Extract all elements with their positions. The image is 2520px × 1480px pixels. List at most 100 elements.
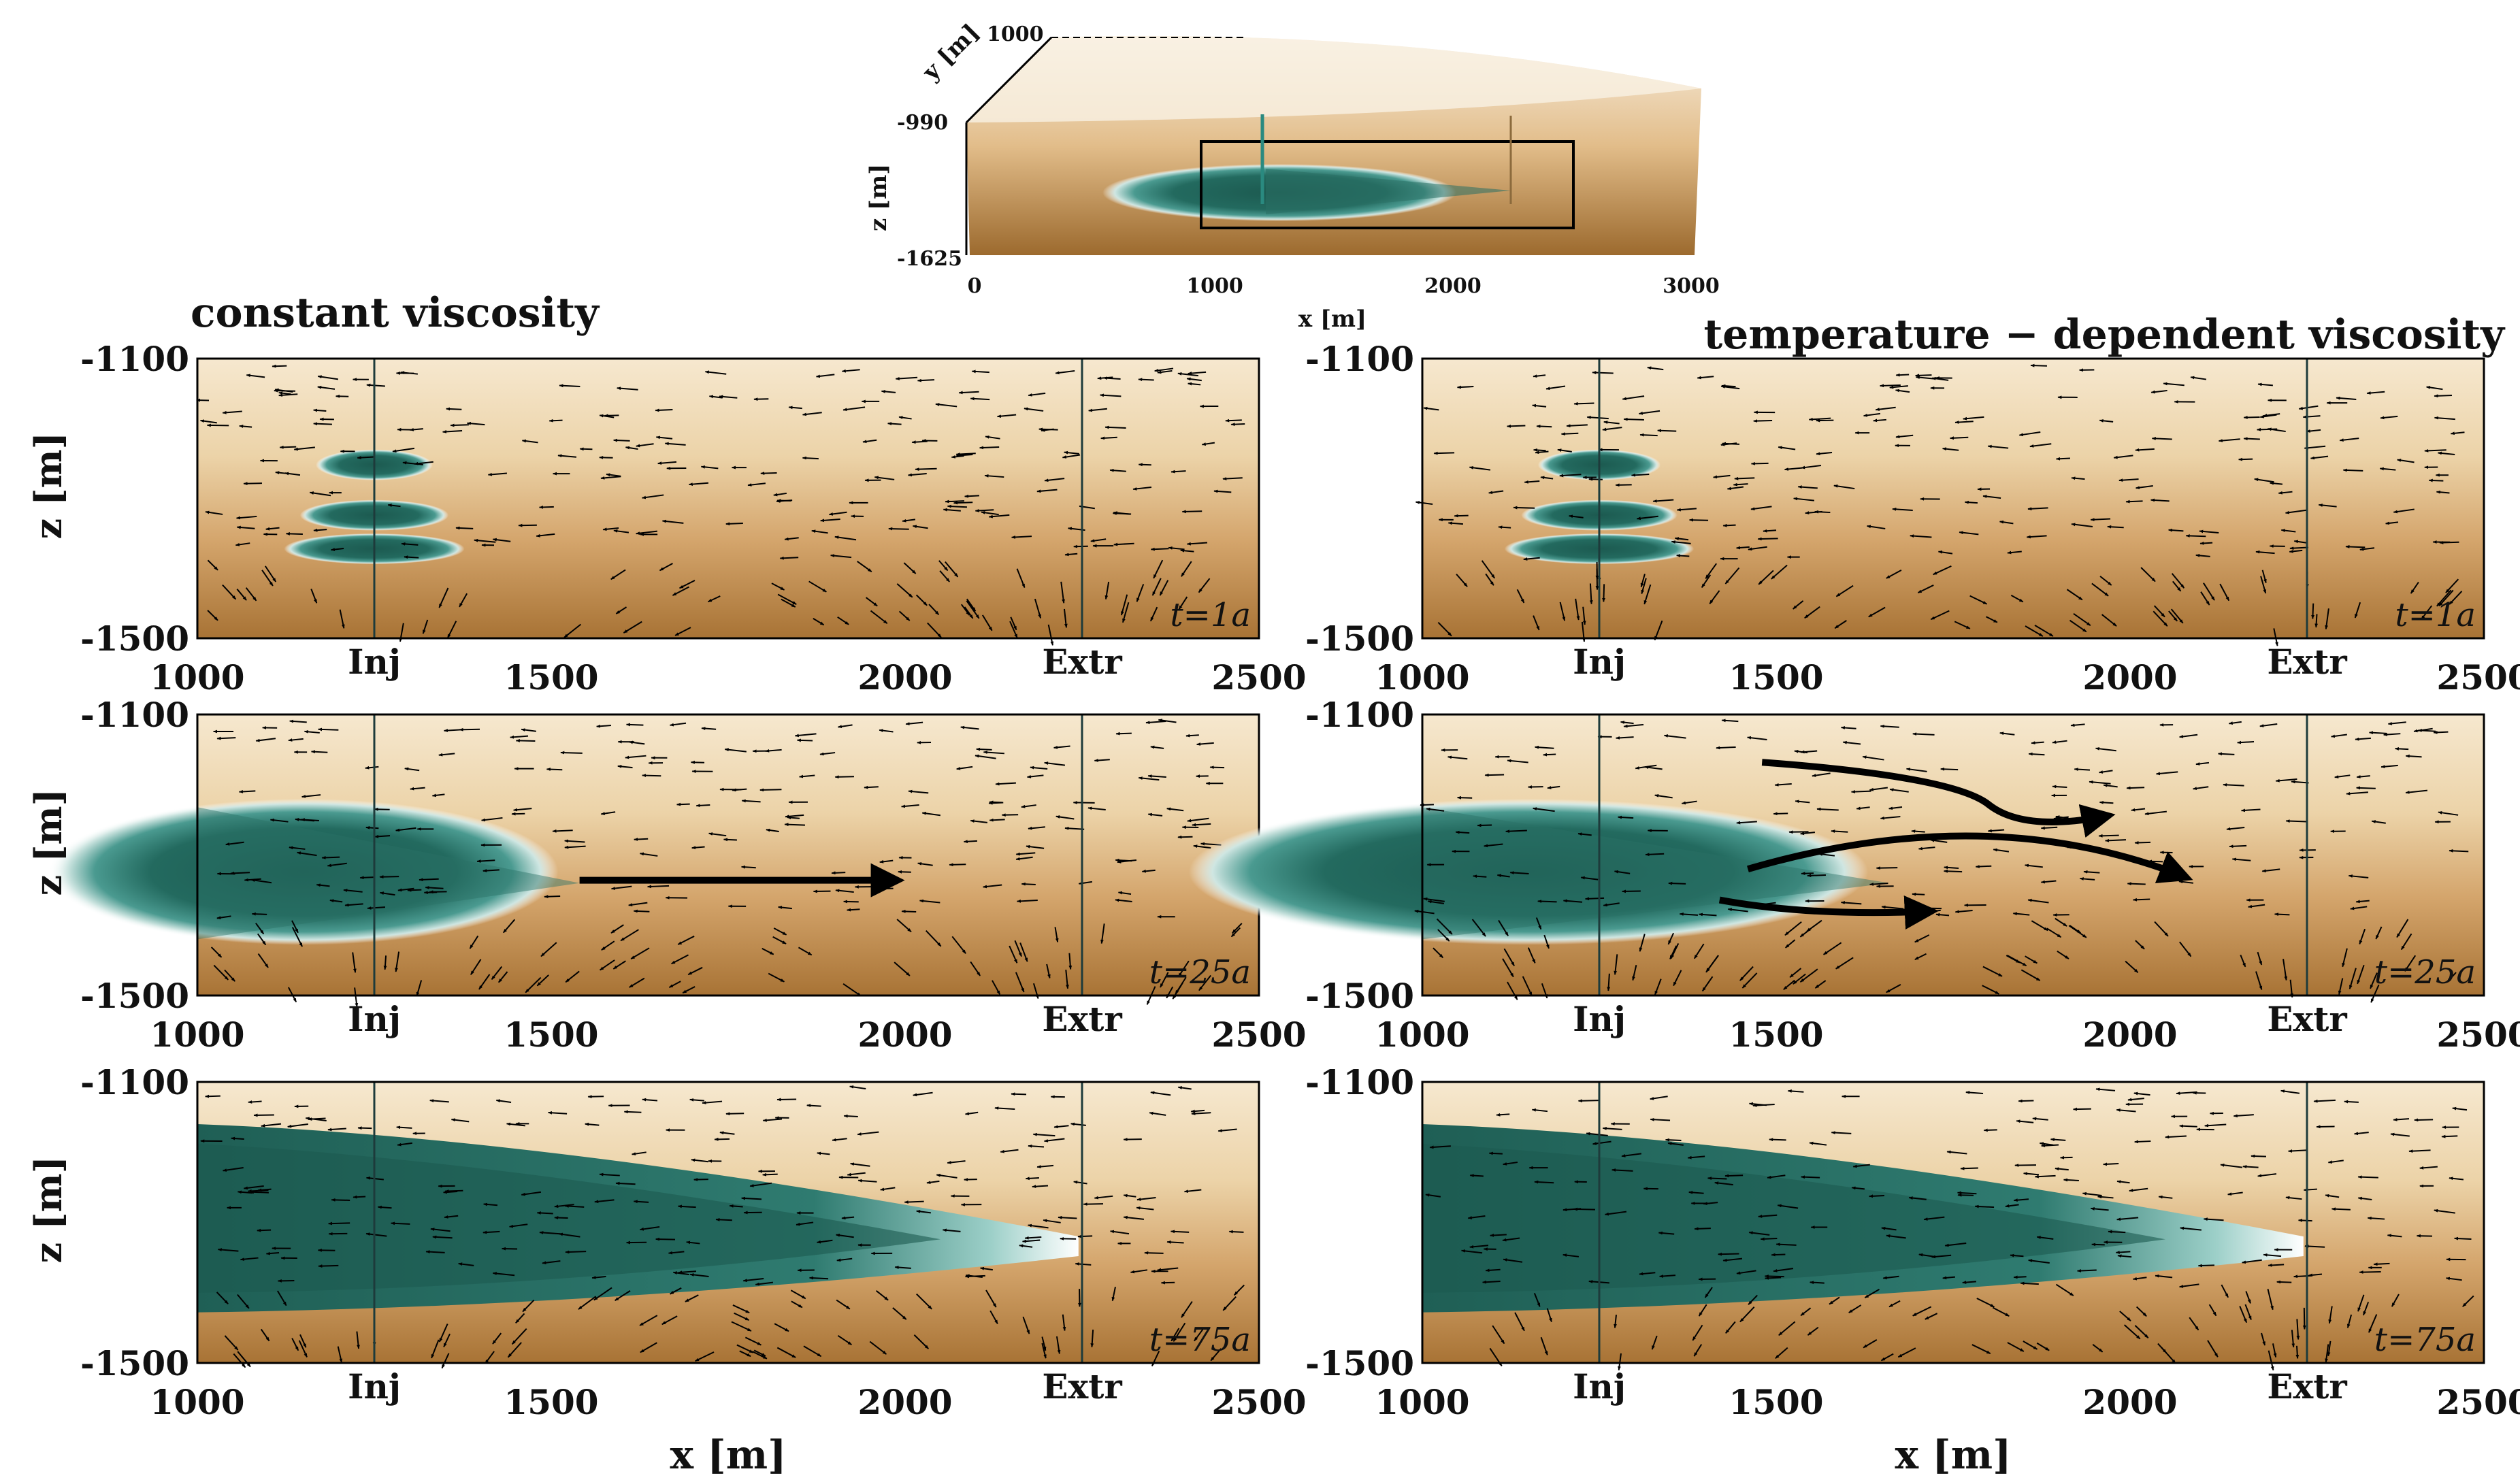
velocity-arrow	[2135, 485, 2153, 489]
velocity-arrow	[1918, 846, 1935, 851]
velocity-arrow	[811, 529, 828, 534]
velocity-arrow	[1720, 385, 1740, 390]
velocity-arrow	[357, 1126, 372, 1130]
velocity-arrow	[2370, 984, 2380, 1003]
z-axis-label: z [m]	[27, 432, 70, 540]
velocity-arrow	[2306, 429, 2321, 433]
velocity-arrow	[459, 593, 468, 608]
velocity-arrow	[2151, 437, 2172, 440]
velocity-arrow	[1654, 794, 1673, 799]
velocity-arrow	[1557, 448, 1572, 453]
velocity-arrow	[1153, 559, 1164, 579]
velocity-arrow	[2393, 508, 2415, 514]
velocity-arrow	[1881, 905, 1904, 910]
velocity-arrow	[966, 600, 980, 619]
velocity-arrow	[633, 1200, 649, 1204]
velocity-arrow	[482, 869, 500, 872]
velocity-arrow	[1889, 788, 1909, 793]
velocity-arrow	[1087, 806, 1106, 810]
velocity-arrow	[2269, 481, 2283, 485]
velocity-arrow	[2218, 752, 2235, 756]
velocity-arrow	[476, 859, 495, 863]
velocity-arrow	[2073, 1107, 2091, 1111]
velocity-arrow	[1181, 561, 1192, 577]
x-tick: 1500	[504, 657, 598, 697]
velocity-arrow	[2012, 912, 2030, 916]
velocity-arrow	[2195, 553, 2210, 557]
velocity-arrow	[231, 1136, 244, 1140]
velocity-arrow	[689, 1098, 704, 1102]
velocity-arrow	[276, 1290, 287, 1306]
panel-frame	[196, 357, 1260, 640]
velocity-arrow	[365, 1232, 387, 1237]
velocity-arrow	[1639, 934, 1646, 952]
velocity-arrow	[1481, 560, 1496, 579]
velocity-arrow	[2134, 1140, 2151, 1144]
velocity-arrow	[558, 1232, 580, 1238]
velocity-arrow	[2126, 786, 2145, 790]
velocity-arrow	[613, 438, 630, 442]
velocity-arrow	[1607, 973, 1611, 991]
velocity-arrow	[469, 935, 479, 949]
velocity-arrow	[1456, 795, 1473, 800]
velocity-arrow	[600, 476, 621, 480]
velocity-arrow	[1455, 830, 1470, 834]
inj-label: Inj	[1573, 642, 1626, 682]
velocity-arrow	[960, 725, 979, 730]
velocity-arrow	[1496, 1113, 1510, 1117]
velocity-field	[200, 1085, 1245, 1369]
overview-section-box	[1200, 140, 1575, 229]
velocity-arrow	[955, 453, 976, 456]
velocity-arrow	[1469, 465, 1491, 471]
velocity-arrow	[604, 414, 619, 418]
velocity-arrow	[951, 455, 964, 459]
velocity-arrow	[806, 1104, 821, 1108]
velocity-arrow	[749, 1182, 772, 1187]
velocity-arrow	[1588, 477, 1603, 481]
velocity-arrow	[1720, 442, 1737, 446]
extr-label: Extr	[1042, 1366, 1122, 1407]
velocity-arrow	[1524, 480, 1540, 484]
x-tick: 2000	[2082, 1015, 2177, 1055]
velocity-arrow	[732, 788, 747, 792]
velocity-arrow	[390, 1221, 410, 1226]
velocity-arrow	[2355, 900, 2370, 904]
velocity-arrow	[2255, 971, 2263, 991]
velocity-arrow	[2199, 542, 2213, 545]
velocity-arrow	[2192, 786, 2209, 791]
velocity-arrow	[1115, 898, 1132, 902]
velocity-arrow	[2052, 740, 2067, 744]
velocity-arrow	[1654, 979, 1662, 996]
velocity-arrow	[613, 529, 629, 533]
velocity-arrow	[1831, 829, 1848, 833]
velocity-arrow	[647, 885, 670, 889]
velocity-arrow	[2168, 610, 2178, 622]
velocity-arrow	[688, 482, 709, 486]
velocity-arrow	[269, 818, 289, 823]
velocity-arrow	[313, 528, 327, 532]
velocity-arrow	[2278, 491, 2293, 495]
plume-body	[48, 798, 559, 945]
velocity-arrow	[1065, 970, 1069, 989]
velocity-arrow	[1812, 772, 1831, 777]
velocity-arrow	[1183, 1189, 1202, 1194]
velocity-arrow	[288, 738, 304, 742]
velocity-arrow	[2027, 507, 2048, 511]
velocity-arrow	[2099, 770, 2113, 774]
velocity-arrow	[880, 1187, 896, 1191]
velocity-arrow	[2251, 1154, 2267, 1158]
velocity-arrow	[1062, 454, 1081, 459]
velocity-arrow	[691, 846, 705, 850]
velocity-arrow	[2273, 628, 2278, 646]
velocity-arrow	[255, 738, 276, 742]
velocity-arrow	[1177, 372, 1199, 377]
velocity-arrow	[857, 1179, 877, 1183]
velocity-arrow	[747, 482, 766, 487]
velocity-arrow	[1026, 844, 1045, 849]
velocity-arrow	[1614, 954, 1618, 975]
velocity-arrow	[915, 594, 928, 606]
velocity-arrow	[313, 408, 327, 412]
velocity-arrow	[1895, 389, 1910, 393]
velocity-arrow	[898, 610, 911, 621]
